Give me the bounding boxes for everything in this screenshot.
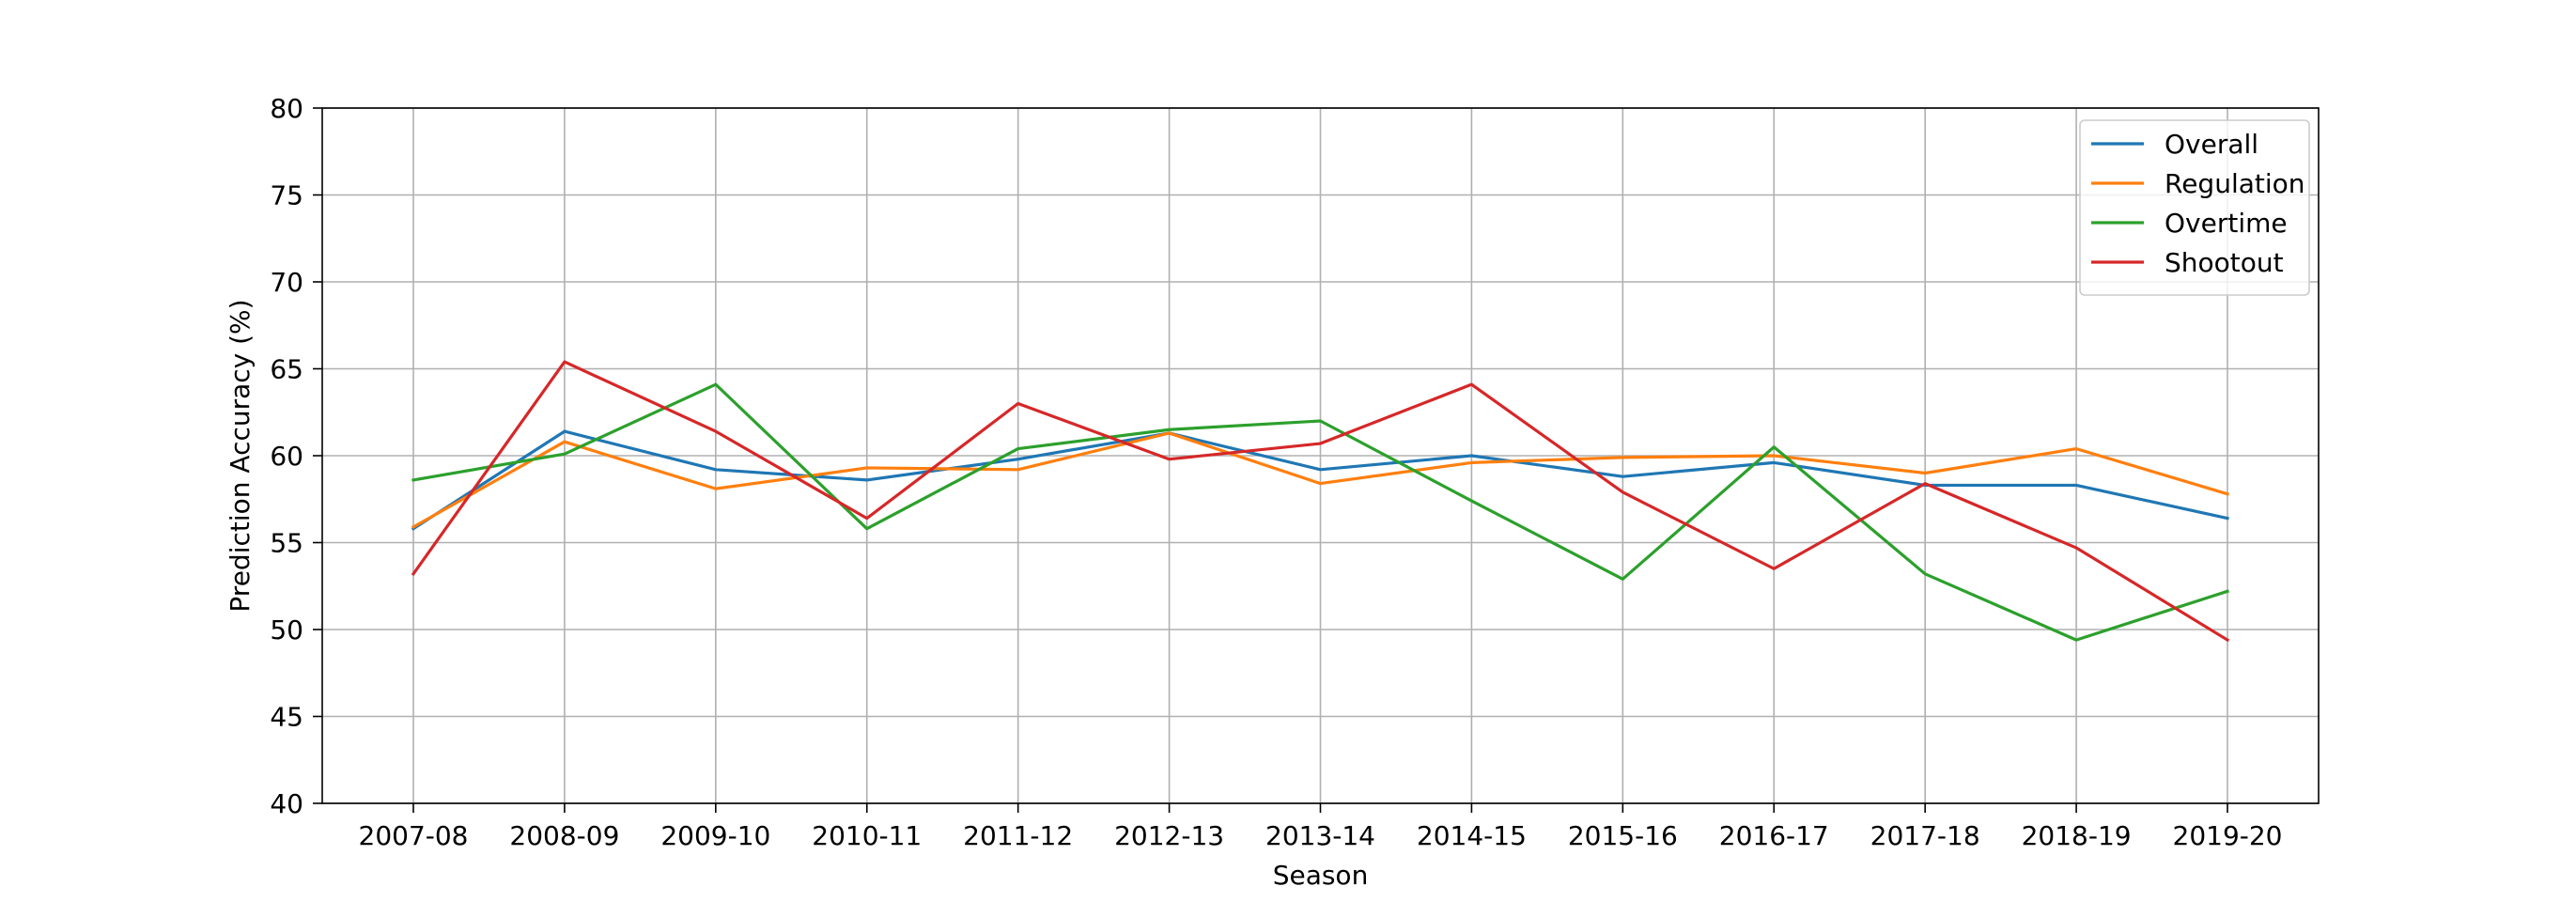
series-line-overall [411,429,2229,531]
y-tick-label: 55 [270,528,303,559]
x-tick-label: 2016-17 [1719,820,1829,851]
y-axis-label: Prediction Accuracy (%) [225,299,256,612]
legend-label-overall: Overall [2165,129,2258,160]
y-tick-label: 40 [270,788,303,819]
y-tick-label: 80 [270,93,303,124]
x-tick-label: 2011-12 [963,820,1073,851]
series-group [411,360,2230,643]
x-tick-label: 2009-10 [660,820,770,851]
legend-box [2079,119,2310,296]
legend-label-regulation: Regulation [2165,168,2305,199]
y-tick-label: 70 [270,267,303,298]
y-tick-label: 50 [270,614,303,645]
x-tick-label: 2014-15 [1417,820,1527,851]
x-tick-label: 2008-09 [509,820,619,851]
x-axis: 2007-08 2008-09 2009-10 2010-11 2011-12 2012-… [359,803,2283,851]
series-line-regulation [411,431,2229,530]
series-line-overtime [411,382,2230,642]
legend-label-shootout: Shootout [2165,247,2284,278]
y-tick-label: 45 [270,702,303,733]
y-axis: 40 45 50 55 60 65 70 75 80 [270,93,322,819]
y-tick-label: 75 [270,180,303,211]
x-axis-label: Season [1273,860,1369,891]
x-tick-label: 2017-18 [1870,820,1980,851]
series-line-shootout [411,360,2230,643]
x-tick-label: 2007-08 [359,820,469,851]
grid [322,107,2319,804]
legend: Overall Regulation Overtime Shootout [2079,119,2310,296]
y-tick-label: 60 [270,441,303,472]
x-tick-label: 2015-16 [1568,820,1678,851]
x-tick-label: 2013-14 [1265,820,1375,851]
x-tick-label: 2010-11 [812,820,922,851]
y-tick-label: 65 [270,354,303,385]
x-tick-label: 2019-20 [2173,820,2283,851]
x-tick-label: 2012-13 [1114,820,1224,851]
legend-label-overtime: Overtime [2165,208,2288,239]
x-tick-label: 2018-19 [2022,820,2132,851]
